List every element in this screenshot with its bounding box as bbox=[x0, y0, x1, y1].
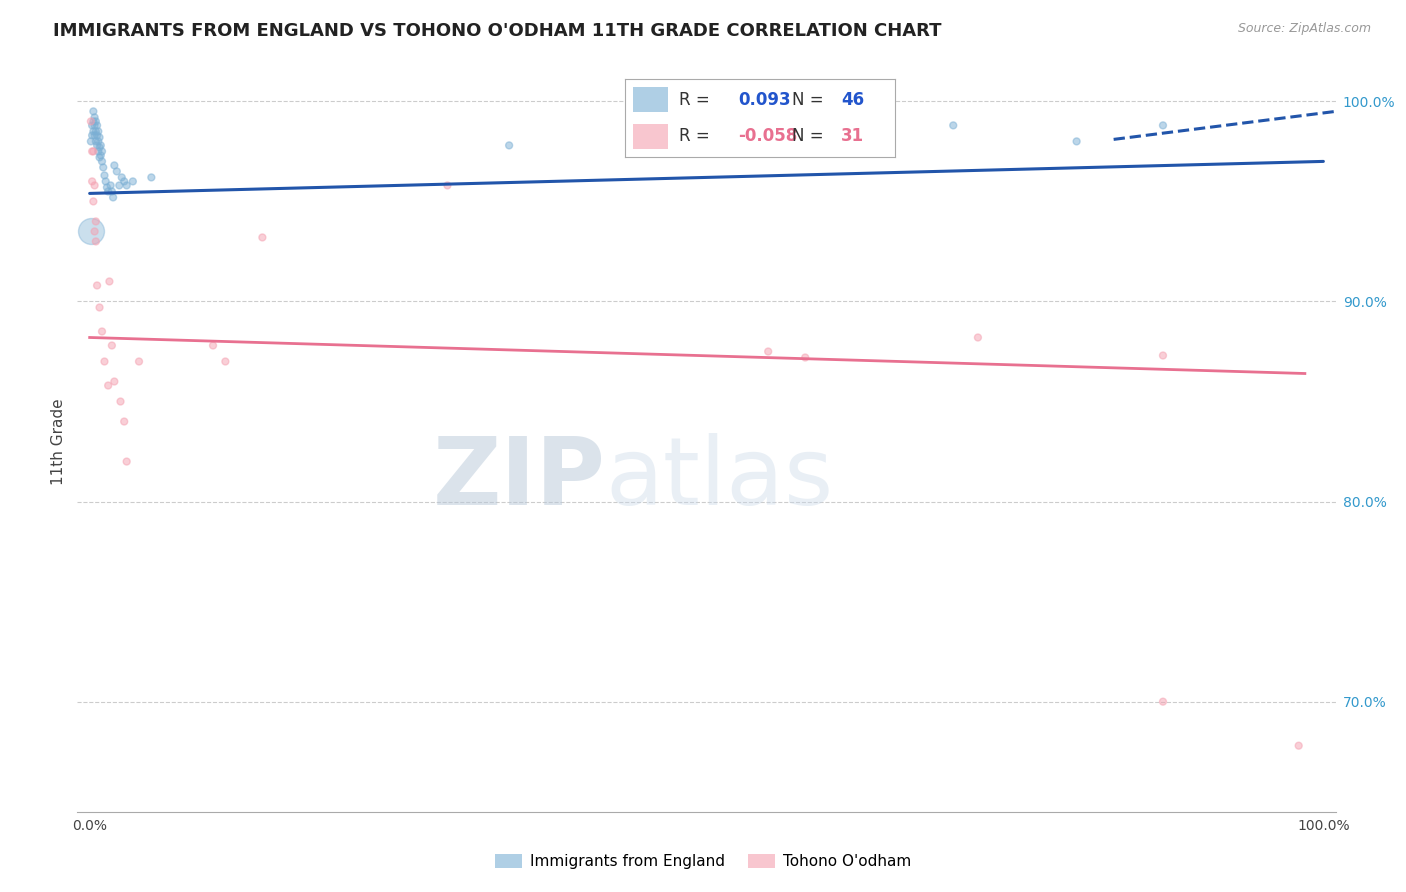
Point bbox=[80, 135, 103, 149]
Point bbox=[82, 145, 104, 159]
Point bbox=[80, 114, 103, 128]
Point bbox=[82, 119, 104, 133]
Point bbox=[89, 130, 111, 145]
Point bbox=[84, 114, 107, 128]
Point bbox=[84, 124, 107, 138]
Text: 0.093: 0.093 bbox=[738, 91, 792, 109]
Text: -0.058: -0.058 bbox=[738, 128, 797, 145]
Point bbox=[110, 394, 132, 409]
Point bbox=[96, 180, 118, 194]
Point bbox=[90, 148, 112, 162]
Point bbox=[82, 174, 104, 188]
Point bbox=[1066, 135, 1088, 149]
Text: R =: R = bbox=[679, 128, 714, 145]
Point bbox=[83, 178, 105, 193]
Point bbox=[756, 344, 779, 359]
Point bbox=[121, 174, 143, 188]
Bar bbox=[633, 124, 668, 149]
Point bbox=[101, 190, 124, 204]
Point bbox=[86, 278, 108, 293]
Point bbox=[89, 150, 111, 164]
Point bbox=[108, 178, 131, 193]
Text: atlas: atlas bbox=[606, 433, 834, 524]
Text: 31: 31 bbox=[841, 128, 865, 145]
Point bbox=[83, 128, 105, 143]
Text: R =: R = bbox=[679, 91, 714, 109]
Point bbox=[84, 214, 107, 228]
Point bbox=[111, 170, 134, 185]
Point bbox=[86, 119, 108, 133]
Point bbox=[82, 194, 104, 209]
Point bbox=[83, 224, 105, 238]
Point bbox=[214, 354, 236, 368]
Text: N =: N = bbox=[793, 128, 830, 145]
Point bbox=[97, 185, 120, 199]
Point bbox=[115, 178, 138, 193]
Point bbox=[128, 354, 150, 368]
Point bbox=[82, 124, 104, 138]
Point bbox=[967, 330, 990, 344]
Point bbox=[87, 145, 110, 159]
Point bbox=[103, 158, 125, 172]
Point bbox=[1288, 739, 1310, 753]
Point bbox=[103, 375, 125, 389]
Text: 46: 46 bbox=[841, 91, 865, 109]
Point bbox=[91, 145, 114, 159]
Point bbox=[87, 135, 110, 149]
Point bbox=[83, 119, 105, 133]
Text: Source: ZipAtlas.com: Source: ZipAtlas.com bbox=[1237, 22, 1371, 36]
Point bbox=[105, 164, 128, 178]
Point bbox=[794, 138, 817, 153]
Point bbox=[80, 224, 103, 238]
Point bbox=[436, 178, 458, 193]
Point bbox=[100, 178, 122, 193]
Text: IMMIGRANTS FROM ENGLAND VS TOHONO O'ODHAM 11TH GRADE CORRELATION CHART: IMMIGRANTS FROM ENGLAND VS TOHONO O'ODHA… bbox=[53, 22, 942, 40]
Point bbox=[498, 138, 520, 153]
Point bbox=[84, 235, 107, 249]
Legend: Immigrants from England, Tohono O'odham: Immigrants from England, Tohono O'odham bbox=[489, 848, 917, 875]
Point bbox=[91, 325, 114, 339]
Point bbox=[82, 104, 104, 119]
Point bbox=[202, 338, 225, 352]
Y-axis label: 11th Grade: 11th Grade bbox=[51, 398, 66, 485]
Point bbox=[89, 301, 111, 315]
Point bbox=[101, 338, 124, 352]
Point bbox=[1152, 349, 1174, 363]
Text: ZIP: ZIP bbox=[433, 433, 606, 524]
Point bbox=[90, 138, 112, 153]
Point bbox=[112, 174, 135, 188]
Text: N =: N = bbox=[793, 91, 830, 109]
Point bbox=[94, 174, 117, 188]
Point bbox=[83, 111, 105, 125]
Point bbox=[91, 154, 114, 169]
Point bbox=[1152, 119, 1174, 133]
Point bbox=[93, 169, 115, 183]
Point bbox=[86, 128, 108, 143]
Point bbox=[794, 351, 817, 365]
Point bbox=[91, 161, 114, 175]
Point bbox=[252, 230, 274, 244]
Point bbox=[89, 140, 111, 154]
Bar bbox=[633, 87, 668, 112]
Point bbox=[942, 119, 965, 133]
Point bbox=[112, 415, 135, 429]
Point bbox=[101, 185, 124, 199]
Point bbox=[82, 128, 104, 143]
Point bbox=[115, 454, 138, 468]
Point bbox=[84, 135, 107, 149]
Point bbox=[141, 170, 163, 185]
Point bbox=[86, 138, 108, 153]
Point bbox=[82, 145, 104, 159]
Point bbox=[97, 378, 120, 392]
Point bbox=[82, 114, 104, 128]
Point bbox=[93, 354, 115, 368]
Point bbox=[98, 275, 121, 289]
Point bbox=[1152, 695, 1174, 709]
Point bbox=[87, 124, 110, 138]
